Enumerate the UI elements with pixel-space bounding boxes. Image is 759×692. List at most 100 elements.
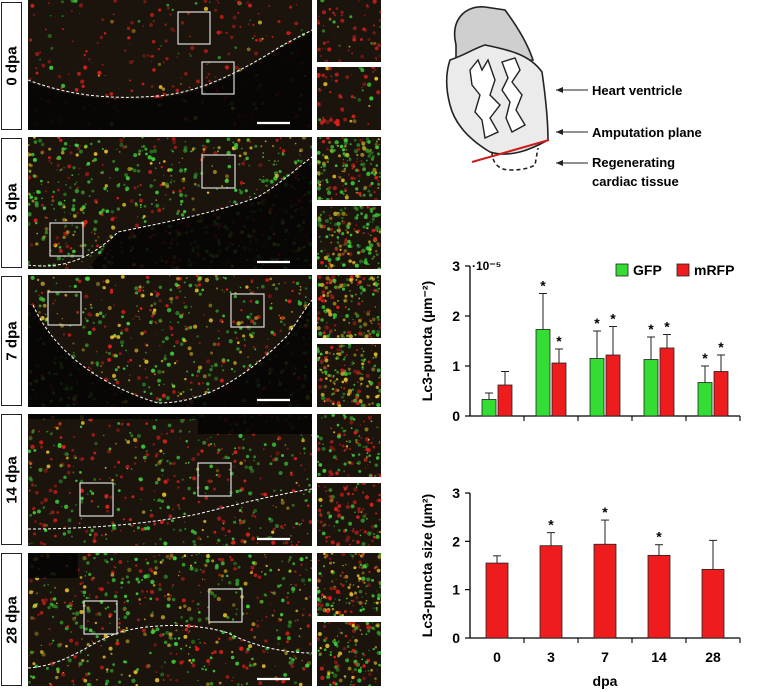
- y-tick-label: 3: [452, 258, 460, 274]
- heart-diagram: Heart ventricle Amputation plane Regener…: [430, 0, 759, 200]
- significance-star: *: [702, 350, 708, 366]
- y-tick-label: 2: [452, 533, 460, 549]
- bar: [485, 562, 509, 639]
- bar: [701, 568, 725, 639]
- significance-star: *: [540, 278, 546, 294]
- micrograph-image: [28, 553, 312, 686]
- legend-swatch: [615, 263, 629, 277]
- trabeculae-shape-2: [501, 57, 526, 133]
- bar: [659, 347, 675, 417]
- y-axis-label: Lc3-puncta size (µm²): [419, 494, 435, 637]
- legend-label: GFP: [633, 262, 662, 278]
- bar: [539, 545, 563, 639]
- micrograph-image: [317, 553, 381, 616]
- micrograph-image: [28, 275, 312, 407]
- chart-lc3-puncta-size: 0 1 2 3 0 3 7 14 28 * * * Lc3-puncta size (µm²) dpa: [400, 478, 759, 692]
- row-label-7dpa: 7 dpa: [1, 276, 22, 406]
- micrograph-image: [317, 275, 381, 338]
- row-label-0dpa: 0 dpa: [1, 2, 22, 130]
- y-tick-label: 2: [452, 308, 460, 324]
- significance-star: *: [664, 319, 670, 335]
- micrograph-3dpa: [28, 137, 312, 269]
- inset-3dpa-top: [317, 137, 381, 200]
- label-cardiac-tissue: cardiac tissue: [592, 174, 679, 189]
- significance-star: *: [602, 504, 608, 520]
- inset-0dpa-top: [317, 0, 381, 62]
- micrograph-0dpa: [28, 0, 312, 130]
- inset-3dpa-bottom: [317, 206, 381, 269]
- row-label-text: 3 dpa: [3, 183, 20, 223]
- row-label-28dpa: 28 dpa: [1, 553, 22, 686]
- regenerating-tissue-outline: [491, 147, 539, 171]
- inset-28dpa-bottom: [317, 622, 381, 686]
- micrograph-image: [317, 137, 381, 200]
- y-tick-label: 1: [452, 358, 460, 374]
- bar: [713, 371, 729, 417]
- bar: [497, 384, 513, 417]
- x-tick-label: 7: [601, 649, 609, 665]
- label-amputation-plane: Amputation plane: [592, 125, 702, 140]
- bar: [647, 554, 671, 639]
- y-multiplier-label: ·10⁻⁵: [472, 259, 501, 273]
- row-label-text: 28 dpa: [3, 595, 20, 644]
- x-tick-label: 3: [547, 649, 555, 665]
- x-tick-label: 14: [651, 649, 667, 665]
- bar: [551, 362, 567, 417]
- inset-7dpa-bottom: [317, 344, 381, 407]
- micrograph-image: [317, 67, 381, 130]
- significance-star: *: [594, 315, 600, 331]
- ventricle-shape: [445, 44, 549, 155]
- micrograph-image: [317, 622, 381, 686]
- arrow-head-icon: [556, 87, 563, 93]
- significance-star: *: [556, 333, 562, 349]
- bar: [605, 354, 621, 417]
- inset-7dpa-top: [317, 275, 381, 338]
- micrograph-image: [317, 414, 381, 477]
- chart-lc3-puncta-density: 0 1 2 3 * * * * * * * * Lc3-puncta (µm⁻²) ·10⁻⁵ GFP mRF…: [400, 250, 759, 430]
- legend-label: mRFP: [694, 262, 734, 278]
- x-tick-label: 0: [493, 649, 501, 665]
- significance-star: *: [718, 339, 724, 355]
- significance-star: *: [656, 529, 662, 545]
- micrograph-image: [28, 0, 312, 130]
- micrograph-28dpa: [28, 553, 312, 686]
- micrograph-image: [317, 483, 381, 546]
- inset-0dpa-bottom: [317, 67, 381, 130]
- micrograph-image: [317, 206, 381, 269]
- micrograph-image: [28, 137, 312, 269]
- inset-28dpa-top: [317, 553, 381, 616]
- micrograph-image: [28, 414, 312, 546]
- bar: [643, 359, 659, 417]
- row-label-14dpa: 14 dpa: [1, 414, 22, 545]
- label-regenerating: Regenerating: [592, 155, 675, 170]
- row-label-text: 14 dpa: [3, 455, 20, 504]
- bar: [481, 399, 497, 417]
- chart-svg: 0 1 2 3 0 3 7 14 28 * * * Lc3-puncta size (µm²) dpa: [419, 485, 741, 689]
- y-axis-label: Lc3-puncta (µm⁻²): [419, 281, 435, 401]
- amputation-plane-line: [471, 139, 550, 163]
- x-axis-label: dpa: [593, 673, 618, 689]
- bar: [593, 543, 617, 639]
- row-label-3dpa: 3 dpa: [1, 138, 22, 268]
- inset-14dpa-bottom: [317, 483, 381, 546]
- micrograph-image: [317, 0, 381, 62]
- micrograph-7dpa: [28, 275, 312, 407]
- label-heart-ventricle: Heart ventricle: [592, 83, 682, 98]
- bar: [535, 329, 551, 417]
- row-label-text: 0 dpa: [3, 46, 20, 86]
- trabeculae-shape: [469, 58, 501, 140]
- arrow-head-icon: [556, 160, 563, 166]
- significance-star: *: [648, 321, 654, 337]
- micrograph-14dpa: [28, 414, 312, 546]
- significance-star: *: [548, 517, 554, 533]
- x-tick-label: 28: [705, 649, 721, 665]
- y-tick-label: 1: [452, 582, 460, 598]
- row-label-text: 7 dpa: [3, 321, 20, 361]
- y-tick-label: 0: [452, 408, 460, 424]
- chart-svg: 0 1 2 3 * * * * * * * * Lc3-puncta (µm⁻²) ·10⁻⁵ GFP mRF…: [419, 258, 741, 424]
- arrow-head-icon: [556, 129, 563, 135]
- inset-14dpa-top: [317, 414, 381, 477]
- bar: [697, 382, 713, 417]
- micrograph-image: [317, 344, 381, 407]
- significance-star: *: [610, 311, 616, 327]
